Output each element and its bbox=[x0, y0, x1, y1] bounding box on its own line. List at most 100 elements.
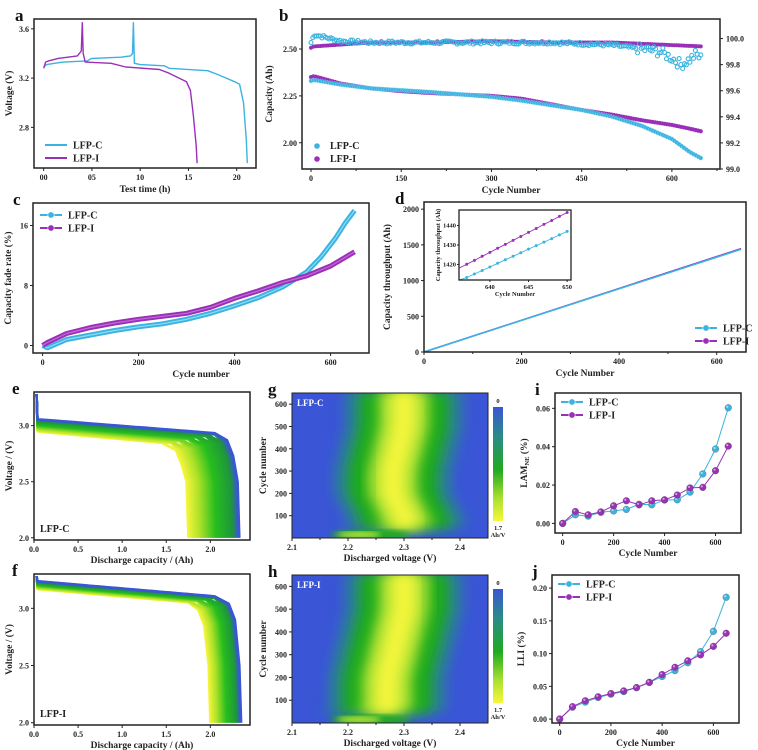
inset-data-point-LFP-I bbox=[550, 219, 554, 222]
inset-x-axis-label: Cycle Number bbox=[495, 291, 535, 298]
data-point-highlight bbox=[660, 672, 663, 675]
data-point-highlight bbox=[649, 498, 652, 501]
y-tick-label: 300 bbox=[275, 467, 287, 476]
legend-label: LFP-I bbox=[68, 224, 94, 235]
data-point-highlight bbox=[596, 694, 599, 697]
series-line-LFP-I bbox=[559, 632, 727, 720]
data-point-lfp-c-ce bbox=[636, 41, 642, 47]
plot-frame bbox=[33, 391, 251, 541]
data-point-lfp-c-ce bbox=[348, 37, 354, 43]
y-axis-label-main: LAM bbox=[520, 466, 530, 488]
colorbar-min-label: 0 bbox=[496, 398, 499, 405]
x-tick-label: 0 bbox=[422, 357, 426, 366]
data-point-highlight bbox=[711, 644, 714, 647]
heatmap-area bbox=[292, 393, 488, 538]
data-point-highlight bbox=[698, 652, 701, 655]
data-point-lfp-c-ce bbox=[644, 44, 650, 50]
x-tick-label: 0.5 bbox=[73, 730, 83, 739]
x-tick-label: 600 bbox=[707, 728, 719, 737]
inset-data-point-LFP-C bbox=[527, 247, 531, 251]
inset-data-point-LFP-I bbox=[496, 246, 500, 250]
y-tick-label: 0.20 bbox=[533, 584, 547, 593]
data-point-lfp-c-ce bbox=[665, 51, 671, 57]
x-tick-label: 05 bbox=[88, 173, 96, 182]
data-point-LFP-I bbox=[610, 502, 618, 510]
inset-data-point-LFP-I bbox=[565, 211, 569, 215]
inset-frame bbox=[458, 209, 572, 281]
plot-frame bbox=[32, 202, 370, 354]
data-point-LFP-I bbox=[597, 508, 605, 516]
y-axis-label: Cycle number bbox=[259, 436, 269, 494]
y-tick-label: 0.04 bbox=[536, 443, 550, 452]
y-tick-label: 400 bbox=[275, 628, 287, 637]
panel-label: i bbox=[535, 380, 540, 399]
legend-label: LFP-C bbox=[723, 324, 752, 335]
panel-label: e bbox=[12, 379, 20, 398]
x-tick-label: 450 bbox=[576, 174, 588, 183]
data-point-LFP-I bbox=[594, 693, 602, 701]
data-point-lfp-c-ce bbox=[519, 38, 525, 44]
panel-label: c bbox=[13, 190, 21, 209]
colorbar-max-label: 1.7 bbox=[494, 707, 503, 714]
x-axis-label: Cycle Number bbox=[616, 739, 676, 749]
plot-frame bbox=[291, 392, 489, 539]
series-line-LFP-I bbox=[43, 22, 198, 164]
colorbar-unit: Ah/V bbox=[491, 532, 506, 539]
y-axis-label: Cycle number bbox=[259, 620, 269, 678]
x-tick-label: 400 bbox=[613, 357, 625, 366]
x-tick-label: 0 bbox=[41, 358, 45, 367]
y-tick-label: 500 bbox=[407, 312, 419, 321]
x-tick-label: 15 bbox=[184, 173, 192, 182]
y-tick-label: 0 bbox=[415, 348, 419, 357]
y2-tick-label: 99.0 bbox=[726, 165, 740, 174]
y-tick-label: 2.8 bbox=[19, 123, 29, 132]
legend-label: LFP-C bbox=[330, 141, 359, 152]
data-point-LFP-I bbox=[635, 501, 643, 509]
x-tick-label: 0 bbox=[558, 728, 562, 737]
x-tick-label: 00 bbox=[40, 173, 48, 182]
inset-data-point-LFP-C bbox=[496, 261, 500, 265]
discharge-curve bbox=[35, 394, 196, 538]
y-axis-label: LLI (%) bbox=[516, 632, 527, 667]
legend-marker bbox=[565, 580, 573, 588]
plot-frame bbox=[554, 392, 742, 534]
data-point-LFP-C bbox=[709, 627, 717, 635]
series-line-LFP-C bbox=[423, 248, 742, 353]
inset-data-point-LFP-C bbox=[480, 268, 484, 272]
x-tick-label: 2.2 bbox=[343, 728, 353, 737]
discharge-curve bbox=[35, 394, 192, 538]
colorbar-max-label: 1.7 bbox=[494, 525, 503, 532]
data-point-LFP-I bbox=[648, 497, 656, 505]
inset-data-point-LFP-I bbox=[503, 242, 507, 246]
y-tick-label: 600 bbox=[275, 400, 287, 409]
data-point-highlight bbox=[583, 698, 586, 701]
data-point-highlight bbox=[675, 492, 678, 496]
x-tick-label: 1.5 bbox=[161, 545, 171, 554]
data-point-highlight bbox=[700, 471, 703, 475]
data-point-LFP-C bbox=[722, 593, 730, 601]
inset-data-point-LFP-I bbox=[465, 262, 469, 266]
y2-tick-label: 99.4 bbox=[726, 113, 740, 122]
legend-marker bbox=[314, 156, 320, 162]
y-axis-label: Voltage / (V) bbox=[4, 624, 15, 675]
data-point-highlight bbox=[713, 446, 716, 450]
inset-x-tick-label: 640 bbox=[485, 284, 495, 291]
data-point-LFP-I bbox=[645, 678, 653, 686]
data-point-lfp-c-ce bbox=[308, 39, 314, 46]
heatmap-area bbox=[292, 575, 488, 723]
x-tick-label: 200 bbox=[133, 358, 145, 367]
x-axis-label: Discharged voltage (V) bbox=[344, 553, 437, 564]
y-tick-label: 2.25 bbox=[283, 92, 297, 101]
panel-j: j 0 200 400 600 0.00 0.05 0.10 0.15 0.20 Cycle Num… bbox=[516, 562, 740, 749]
y-tick-label: 2.00 bbox=[283, 139, 297, 148]
y-axis-label-subscript: NE bbox=[524, 457, 531, 466]
y-tick-label: 0.15 bbox=[533, 617, 547, 626]
x-tick-label: 300 bbox=[485, 174, 497, 183]
data-point-lfp-c-ce bbox=[680, 65, 686, 72]
y-axis-label: LAMNE (%) bbox=[519, 438, 531, 487]
y-tick-label: 100 bbox=[275, 696, 287, 705]
panel-f: f 0.0 0.5 1.0 1.5 2.0 2.0 2.5 3.0 Discharge capac… bbox=[4, 561, 251, 750]
legend-label: LFP-I bbox=[73, 154, 99, 165]
x-tick-label: 600 bbox=[325, 358, 337, 367]
data-point-lfp-i-ce bbox=[698, 44, 703, 49]
